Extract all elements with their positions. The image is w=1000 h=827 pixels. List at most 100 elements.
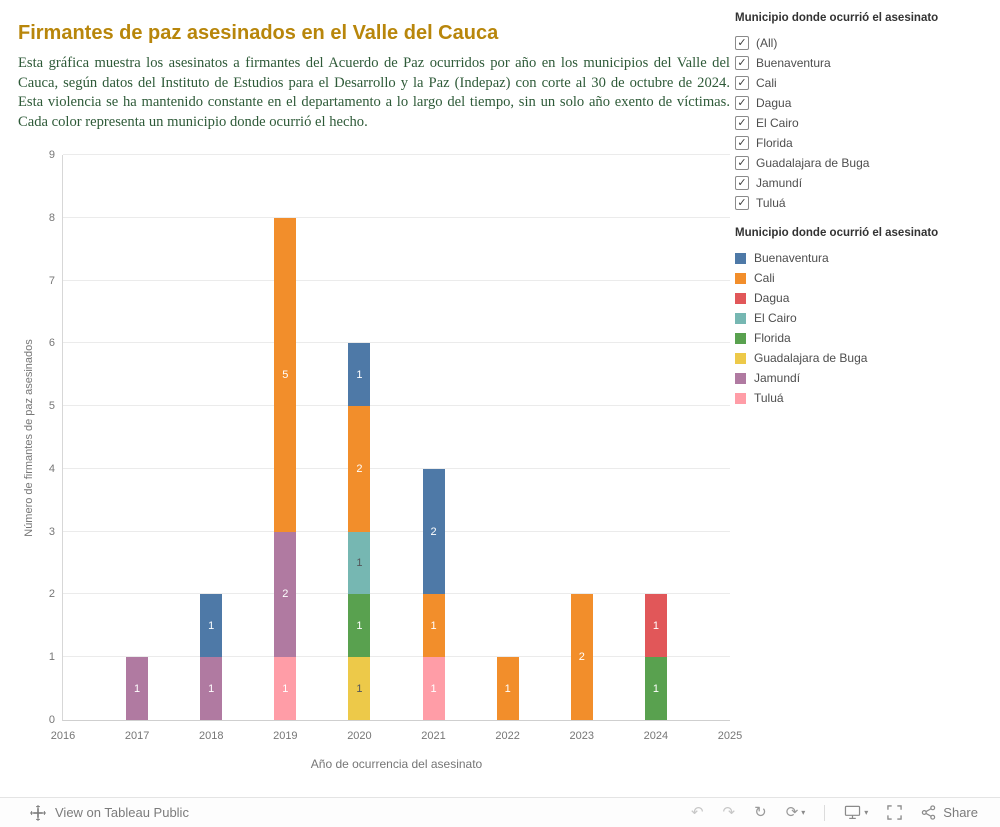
bar-segment-2022-cali[interactable]: 1 bbox=[496, 657, 519, 720]
checkbox-checked-icon[interactable]: ✓ bbox=[735, 196, 749, 210]
bar-segment-2024-dagua[interactable]: 1 bbox=[644, 594, 667, 658]
legend-item-dagua[interactable]: Dagua bbox=[735, 288, 991, 308]
filter-panel: Municipio donde ocurrió el asesinato ✓ (A… bbox=[735, 12, 991, 213]
filter-item-label: Buenaventura bbox=[756, 56, 831, 70]
bar-segment-2020-cali[interactable]: 2 bbox=[348, 406, 371, 532]
share-icon bbox=[921, 805, 936, 820]
device-layout-icon[interactable]: ▾ bbox=[844, 805, 868, 820]
gridline bbox=[63, 279, 730, 281]
toolbar-actions: ↶ ↷ ↻ ⟳ ▾ ▾ bbox=[690, 804, 978, 821]
y-tick-label: 1 bbox=[48, 651, 55, 664]
legend-item-buenaventura[interactable]: Buenaventura bbox=[735, 248, 991, 268]
filter-checkbox-buenaventura[interactable]: ✓ Buenaventura bbox=[735, 53, 991, 73]
checkbox-checked-icon[interactable]: ✓ bbox=[735, 76, 749, 90]
view-on-tableau-link[interactable]: View on Tableau Public bbox=[30, 804, 189, 821]
legend-list: Buenaventura Cali Dagua El Cairo Florida Guad… bbox=[735, 248, 991, 408]
checkbox-checked-icon[interactable]: ✓ bbox=[735, 56, 749, 70]
bar-segment-value: 2 bbox=[578, 651, 585, 664]
sidebar: Municipio donde ocurrió el asesinato ✓ (A… bbox=[735, 12, 991, 408]
bar-segment-value: 1 bbox=[504, 682, 511, 695]
bar-segment-value: 1 bbox=[208, 682, 215, 695]
legend-swatch-icon bbox=[735, 372, 746, 384]
legend-item-label: Guadalajara de Buga bbox=[754, 351, 868, 365]
y-tick-label: 2 bbox=[48, 588, 55, 601]
plot-area: Número de firmantes de paz asesinados Añ… bbox=[23, 149, 742, 771]
bar-segment-2023-cali[interactable]: 2 bbox=[570, 594, 593, 720]
filter-item-label: El Cairo bbox=[756, 116, 799, 130]
x-tick-label: 2016 bbox=[50, 730, 76, 742]
filter-item-label: (All) bbox=[756, 36, 778, 50]
gridline bbox=[63, 342, 730, 344]
refresh-caret-icon: ▾ bbox=[801, 807, 806, 817]
bar-segment-value: 1 bbox=[282, 682, 289, 695]
legend-item-label: Tuluá bbox=[754, 391, 784, 405]
legend-panel: Municipio donde ocurrió el asesinato Bue… bbox=[735, 227, 991, 408]
bar-segment-2020-el-cairo[interactable]: 1 bbox=[348, 531, 371, 595]
filter-checkbox-florida[interactable]: ✓ Florida bbox=[735, 133, 991, 153]
bar-segment-value: 5 bbox=[282, 368, 289, 381]
checkbox-checked-icon[interactable]: ✓ bbox=[735, 156, 749, 170]
bar-segment-2017-jamundi[interactable]: 1 bbox=[126, 657, 149, 720]
tableau-logo-icon bbox=[30, 804, 46, 821]
legend-item-cali[interactable]: Cali bbox=[735, 268, 991, 288]
bar-segment-2019-tulua[interactable]: 1 bbox=[274, 657, 297, 720]
redo-icon[interactable]: ↷ bbox=[722, 804, 736, 821]
bar-segment-value: 1 bbox=[356, 619, 363, 632]
bar-segment-2020-guadalajara-de-buga[interactable]: 1 bbox=[348, 657, 371, 720]
legend-title: Municipio donde ocurrió el asesinato bbox=[735, 227, 939, 239]
bar-segment-value: 1 bbox=[356, 557, 363, 570]
gridline bbox=[63, 656, 730, 658]
undo-icon[interactable]: ↶ bbox=[690, 804, 704, 821]
legend-swatch-icon bbox=[735, 252, 746, 264]
checkbox-checked-icon[interactable]: ✓ bbox=[735, 176, 749, 190]
bar-segment-2021-cali[interactable]: 1 bbox=[422, 594, 445, 658]
legend-item-florida[interactable]: Florida bbox=[735, 328, 991, 348]
y-tick-label: 5 bbox=[48, 400, 55, 413]
reset-icon[interactable]: ↻ bbox=[754, 804, 767, 821]
gridline bbox=[63, 530, 730, 532]
checkbox-checked-icon[interactable]: ✓ bbox=[735, 116, 749, 130]
legend-item-jamundi[interactable]: Jamundí bbox=[735, 368, 991, 388]
view-on-tableau-label: View on Tableau Public bbox=[55, 805, 189, 820]
bar-segment-2018-jamundi[interactable]: 1 bbox=[200, 657, 223, 720]
bar-segment-2024-florida[interactable]: 1 bbox=[644, 657, 667, 720]
checkbox-checked-icon[interactable]: ✓ bbox=[735, 36, 749, 50]
legend-item-label: Cali bbox=[754, 271, 775, 285]
filter-checkbox-jamundi[interactable]: ✓ Jamundí bbox=[735, 173, 991, 193]
legend-swatch-icon bbox=[735, 392, 746, 404]
legend-item-tulua[interactable]: Tuluá bbox=[735, 388, 991, 408]
bar-segment-value: 2 bbox=[356, 462, 363, 475]
filter-checkbox-cali[interactable]: ✓ Cali bbox=[735, 73, 991, 93]
bar-segment-2019-jamundi[interactable]: 2 bbox=[274, 531, 297, 658]
bar-segment-value: 1 bbox=[430, 682, 437, 695]
filter-checkbox-el-cairo[interactable]: ✓ El Cairo bbox=[735, 113, 991, 133]
filter-checkbox-all[interactable]: ✓ (All) bbox=[735, 33, 991, 53]
filter-item-label: Dagua bbox=[756, 96, 792, 110]
filter-checkbox-guadalajara-de-buga[interactable]: ✓ Guadalajara de Buga bbox=[735, 153, 991, 173]
checkbox-checked-icon[interactable]: ✓ bbox=[735, 136, 749, 150]
legend-swatch-icon bbox=[735, 332, 746, 344]
page-title: Firmantes de paz asesinados en el Valle … bbox=[18, 22, 499, 44]
refresh-icon[interactable]: ⟳ ▾ bbox=[785, 804, 806, 821]
bar-segment-2019-cali[interactable]: 5 bbox=[274, 217, 297, 532]
legend-item-guadalajara-de-buga[interactable]: Guadalajara de Buga bbox=[735, 348, 991, 368]
x-tick-label: 2017 bbox=[124, 730, 150, 742]
gridline bbox=[63, 154, 730, 155]
legend-item-el-cairo[interactable]: El Cairo bbox=[735, 308, 991, 328]
y-tick-label: 9 bbox=[48, 149, 55, 161]
filter-item-label: Florida bbox=[756, 136, 793, 150]
share-button[interactable]: Share bbox=[921, 805, 978, 820]
filter-checkbox-tulua[interactable]: ✓ Tuluá bbox=[735, 193, 991, 213]
bar-segment-2020-buenaventura[interactable]: 1 bbox=[348, 343, 371, 407]
bar-segment-2020-florida[interactable]: 1 bbox=[348, 594, 371, 658]
checkbox-checked-icon[interactable]: ✓ bbox=[735, 96, 749, 110]
fullscreen-icon[interactable] bbox=[887, 805, 903, 820]
bar-segment-2021-tulua[interactable]: 1 bbox=[422, 657, 445, 720]
filter-title: Municipio donde ocurrió el asesinato bbox=[735, 12, 939, 24]
filter-checkbox-dagua[interactable]: ✓ Dagua bbox=[735, 93, 991, 113]
bar-segment-2018-buenaventura[interactable]: 1 bbox=[200, 594, 223, 658]
bar-segment-2021-buenaventura[interactable]: 2 bbox=[422, 468, 445, 595]
x-tick-label: 2022 bbox=[495, 730, 520, 742]
x-tick-label: 2023 bbox=[569, 730, 594, 742]
